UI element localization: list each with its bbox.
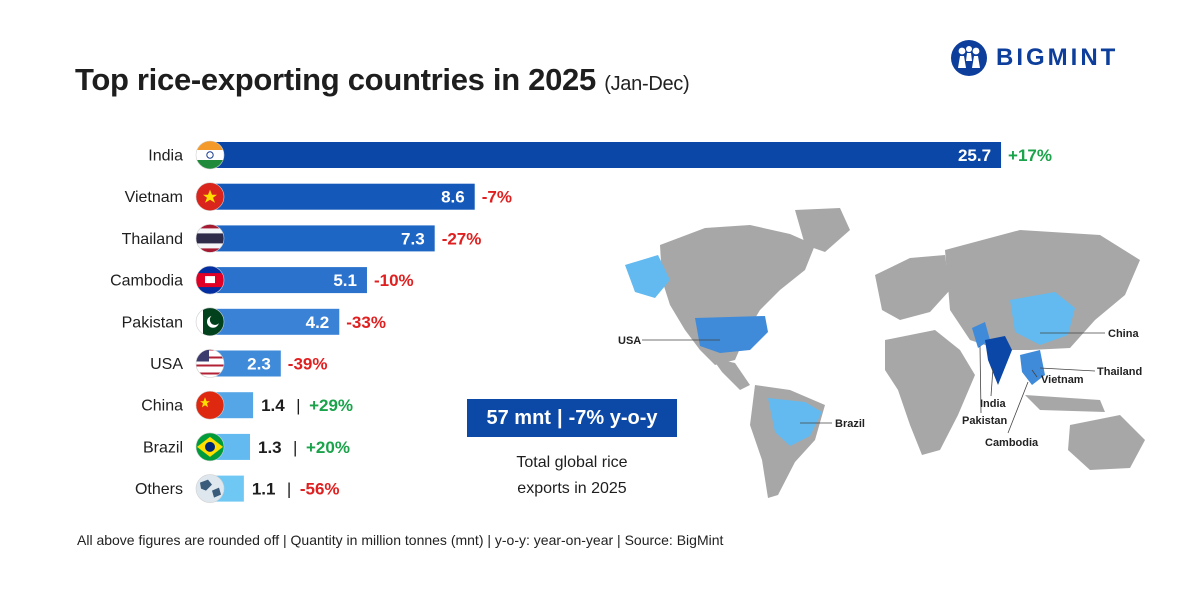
value-label: 1.1 — [252, 480, 276, 499]
map-usa — [695, 316, 768, 353]
bar — [210, 267, 367, 294]
map-label-pakistan: Pakistan — [962, 415, 1008, 427]
category-label: India — [148, 148, 183, 165]
category-label: China — [141, 398, 183, 415]
yoy-change-label: +17% — [1008, 146, 1052, 165]
badge-separator: | — [556, 406, 563, 429]
map-label-vietnam: Vietnam — [1041, 374, 1084, 386]
map-central-america — [712, 358, 750, 390]
category-label: Others — [135, 481, 183, 498]
category-label: Thailand — [122, 231, 183, 248]
bar-row-pakistan: Pakistan 4.2 -33% — [122, 307, 386, 337]
separator: | — [287, 480, 291, 499]
category-label: Cambodia — [110, 273, 183, 290]
map-label-thailand: Thailand — [1097, 366, 1142, 378]
value-label: 5.1 — [333, 271, 357, 290]
bar — [210, 142, 1002, 168]
yoy-change-label: -33% — [346, 313, 386, 332]
total-exports-caption: Total global rice exports in 2025 — [467, 450, 677, 502]
value-label: 1.4 — [261, 396, 285, 415]
category-label: Vietnam — [125, 189, 183, 206]
bar-row-others: Others 1.1 | -56% — [135, 474, 340, 503]
bar-row-cambodia: Cambodia 5.1 -10% — [110, 265, 414, 295]
cambodia-flag-icon — [195, 265, 225, 295]
thailand-flag-icon — [195, 224, 225, 253]
vietnam-flag-icon — [195, 182, 225, 211]
bar-row-vietnam: Vietnam 8.6 -7% — [125, 182, 512, 211]
bar-row-india: India 25.7 +17% — [148, 140, 1052, 170]
value-label: 2.3 — [247, 355, 271, 374]
map-alaska — [625, 255, 670, 298]
bar — [210, 183, 475, 210]
brand-logo: BIGMINT — [950, 38, 1118, 78]
title-period: (Jan-Dec) — [604, 73, 690, 95]
value-label: 1.3 — [258, 438, 282, 457]
caption-line-1: Total global rice — [516, 454, 628, 471]
bar-row-usa: USA 2.3 -39% — [150, 349, 328, 378]
bar — [210, 225, 435, 252]
map-label-china: China — [1108, 328, 1139, 340]
map-africa — [885, 330, 975, 455]
total-exports-badge: 57 mnt | -7% y-o-y — [467, 399, 677, 437]
map-brazil — [768, 398, 822, 446]
brazil-flag-icon — [195, 432, 225, 462]
map-asia — [945, 230, 1140, 350]
yoy-change-label: -27% — [442, 229, 482, 248]
yoy-change-label: +29% — [309, 396, 353, 415]
map-label-usa: USA — [618, 335, 641, 347]
map-china — [1010, 292, 1075, 345]
china-flag-icon — [195, 390, 225, 420]
map-label-india: India — [980, 398, 1007, 410]
map-label-brazil: Brazil — [835, 418, 865, 430]
map-europe — [875, 255, 950, 320]
bigmint-logo-icon — [951, 40, 987, 76]
world-map: USA China Thailand Vietnam Brazil India … — [618, 208, 1145, 498]
map-se-asia — [1020, 350, 1045, 385]
map-australia — [1068, 415, 1145, 470]
caption-line-2: exports in 2025 — [517, 480, 627, 497]
footnote: All above figures are rounded off | Quan… — [77, 532, 724, 548]
yoy-change-label: +20% — [306, 438, 350, 457]
bar-row-china: China 1.4 | +29% — [141, 390, 353, 420]
map-india — [985, 336, 1012, 385]
globe-icon — [195, 474, 225, 503]
total-value: 57 mnt — [486, 406, 551, 429]
bar-row-thailand: Thailand 7.3 -27% — [122, 224, 482, 253]
category-label: USA — [150, 356, 183, 373]
category-label: Brazil — [143, 439, 183, 456]
value-label: 25.7 — [958, 146, 991, 165]
yoy-change-label: -39% — [288, 355, 328, 374]
separator: | — [293, 438, 297, 457]
yoy-change-label: -7% — [482, 188, 512, 207]
map-greenland — [795, 208, 850, 252]
brand-wordmark: BIGMINT — [996, 44, 1119, 71]
value-label: 8.6 — [441, 188, 465, 207]
category-label: Pakistan — [122, 314, 183, 331]
map-label-cambodia: Cambodia — [985, 437, 1039, 449]
total-change: -7% y-o-y — [568, 406, 658, 429]
bar-row-brazil: Brazil 1.3 | +20% — [143, 432, 350, 462]
yoy-change-label: -56% — [300, 480, 340, 499]
value-label: 7.3 — [401, 229, 425, 248]
map-indonesia — [1025, 395, 1105, 412]
chart-title: Top rice-exporting countries in 2025 (Ja… — [75, 62, 690, 98]
india-flag-icon — [195, 140, 225, 170]
pakistan-flag-icon — [195, 307, 225, 337]
separator: | — [296, 396, 300, 415]
value-label: 4.2 — [306, 313, 330, 332]
title-text: Top rice-exporting countries in 2025 — [75, 62, 596, 97]
bar — [210, 308, 340, 335]
yoy-change-label: -10% — [374, 271, 414, 290]
